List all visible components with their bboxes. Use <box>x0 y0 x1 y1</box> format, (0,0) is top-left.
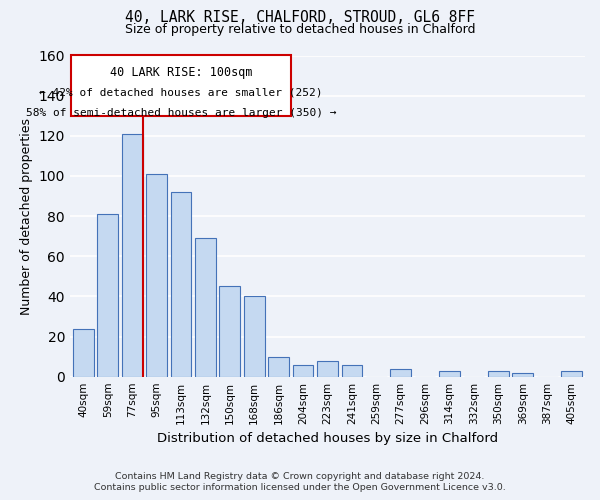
Bar <box>122 134 143 376</box>
Text: Size of property relative to detached houses in Chalford: Size of property relative to detached ho… <box>125 22 475 36</box>
Text: Contains public sector information licensed under the Open Government Licence v3: Contains public sector information licen… <box>94 484 506 492</box>
Text: 40, LARK RISE, CHALFORD, STROUD, GL6 8FF: 40, LARK RISE, CHALFORD, STROUD, GL6 8FF <box>125 10 475 25</box>
Bar <box>488 370 509 376</box>
Bar <box>512 372 533 376</box>
Bar <box>146 174 167 376</box>
Bar <box>341 364 362 376</box>
Text: 58% of semi-detached houses are larger (350) →: 58% of semi-detached houses are larger (… <box>26 108 336 118</box>
Bar <box>391 368 411 376</box>
Bar <box>439 370 460 376</box>
Text: 40 LARK RISE: 100sqm: 40 LARK RISE: 100sqm <box>110 66 252 78</box>
Bar <box>317 360 338 376</box>
Bar <box>268 356 289 376</box>
X-axis label: Distribution of detached houses by size in Chalford: Distribution of detached houses by size … <box>157 432 498 445</box>
Bar <box>244 296 265 376</box>
Bar <box>97 214 118 376</box>
Text: ← 42% of detached houses are smaller (252): ← 42% of detached houses are smaller (25… <box>39 88 323 98</box>
Bar <box>73 328 94 376</box>
Text: Contains HM Land Registry data © Crown copyright and database right 2024.: Contains HM Land Registry data © Crown c… <box>115 472 485 481</box>
Bar <box>220 286 240 376</box>
Bar <box>71 56 291 116</box>
Bar <box>293 364 313 376</box>
Bar <box>561 370 582 376</box>
Bar <box>195 238 216 376</box>
Bar <box>170 192 191 376</box>
Y-axis label: Number of detached properties: Number of detached properties <box>20 118 33 314</box>
